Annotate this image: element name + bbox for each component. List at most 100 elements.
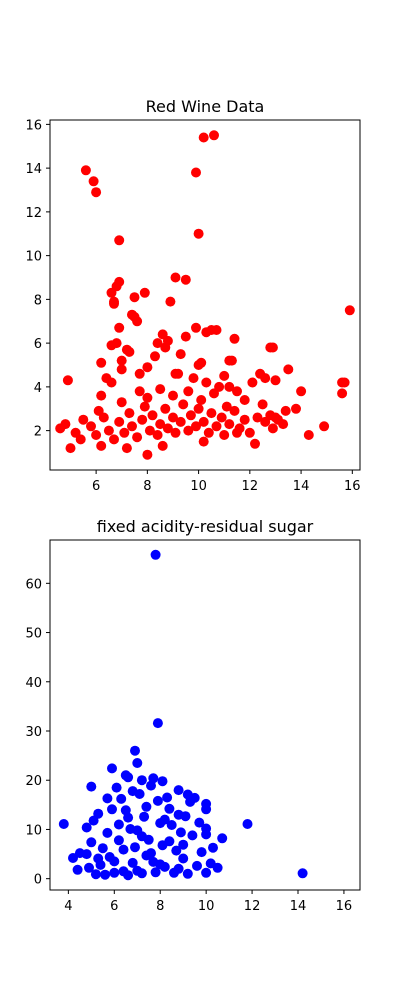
x-tick-label: 16	[336, 899, 353, 914]
data-point	[208, 842, 218, 853]
data-point	[111, 782, 122, 793]
data-point	[129, 292, 140, 303]
data-point	[205, 858, 216, 869]
x-tick-label: 16	[344, 479, 361, 494]
data-points	[55, 130, 355, 460]
data-point	[216, 412, 227, 423]
data-point	[121, 443, 132, 454]
x-tick-label: 14	[293, 479, 310, 494]
data-point	[144, 425, 155, 436]
data-point	[124, 408, 135, 419]
data-point	[65, 443, 76, 454]
data-point	[150, 549, 161, 560]
data-point	[164, 803, 175, 814]
x-tick-label: 12	[244, 899, 261, 914]
data-point	[250, 438, 260, 449]
data-point	[114, 276, 125, 287]
data-point	[118, 844, 129, 855]
data-point	[152, 795, 163, 806]
data-point	[78, 414, 89, 425]
data-point	[211, 325, 222, 335]
data-point	[188, 373, 199, 384]
data-point	[96, 390, 107, 401]
x-tick-label: 10	[198, 899, 215, 914]
chart-panel-1: Red Wine Data 6 8 10 12 14 16 2 4 6 8 10 12 14 16	[25, 97, 360, 494]
data-point	[152, 430, 163, 440]
data-point	[219, 370, 230, 381]
data-point	[185, 796, 196, 807]
data-point	[183, 386, 194, 397]
data-point	[178, 399, 189, 410]
y-tick-label: 16	[25, 118, 42, 133]
data-point	[150, 867, 161, 878]
data-point	[109, 867, 120, 878]
data-point	[265, 410, 276, 421]
data-point	[114, 235, 125, 246]
data-point	[139, 811, 150, 822]
data-point	[91, 187, 102, 198]
data-point	[168, 412, 178, 423]
data-point	[111, 338, 122, 349]
data-point	[152, 338, 163, 349]
data-point	[171, 845, 182, 856]
data-point	[201, 867, 212, 878]
plot-frame	[49, 539, 361, 891]
data-point	[107, 763, 117, 774]
data-point	[142, 449, 153, 460]
data-point	[109, 434, 119, 445]
data-point	[219, 430, 230, 440]
data-point	[319, 421, 330, 432]
y-tick-label: 12	[25, 206, 42, 221]
data-point	[183, 425, 194, 436]
x-tick-label: 14	[290, 899, 307, 914]
data-point	[187, 830, 198, 841]
data-point	[132, 758, 143, 768]
data-point	[180, 331, 191, 342]
data-point	[175, 827, 186, 838]
data-point	[339, 377, 350, 388]
data-point	[229, 333, 240, 344]
data-point	[170, 272, 181, 283]
data-point	[173, 863, 184, 874]
data-point	[196, 395, 207, 405]
data-point	[100, 869, 111, 880]
data-point	[170, 368, 181, 379]
y-tick-label: 2	[34, 425, 42, 440]
data-point	[120, 805, 131, 816]
data-point	[88, 815, 99, 826]
data-point	[239, 395, 250, 405]
chart-title: Red Wine Data	[146, 97, 265, 116]
data-point	[209, 130, 219, 141]
data-point	[147, 410, 158, 421]
data-point	[165, 296, 176, 307]
data-point	[97, 843, 108, 854]
data-point	[191, 421, 201, 432]
data-point	[162, 423, 173, 434]
data-point	[84, 862, 94, 873]
data-point	[185, 410, 196, 421]
data-point	[132, 865, 143, 876]
x-tick-label: 10	[190, 479, 207, 494]
data-point	[160, 403, 171, 414]
data-point	[157, 440, 168, 451]
y-tick-label: 40	[25, 676, 42, 691]
data-point	[175, 416, 186, 427]
data-point	[81, 822, 92, 833]
data-point	[136, 831, 147, 842]
data-point	[157, 840, 168, 851]
data-point	[242, 819, 253, 829]
data-point	[178, 839, 189, 850]
data-point	[146, 780, 156, 791]
data-point	[114, 416, 125, 427]
plot-frame	[49, 119, 361, 471]
x-tick-label: 6	[110, 899, 118, 914]
data-point	[116, 364, 127, 375]
data-point	[139, 287, 150, 298]
data-point	[127, 857, 138, 868]
data-point	[125, 824, 136, 834]
data-point	[155, 419, 166, 430]
data-point	[273, 414, 283, 425]
data-point	[191, 322, 201, 333]
data-point	[119, 427, 130, 438]
